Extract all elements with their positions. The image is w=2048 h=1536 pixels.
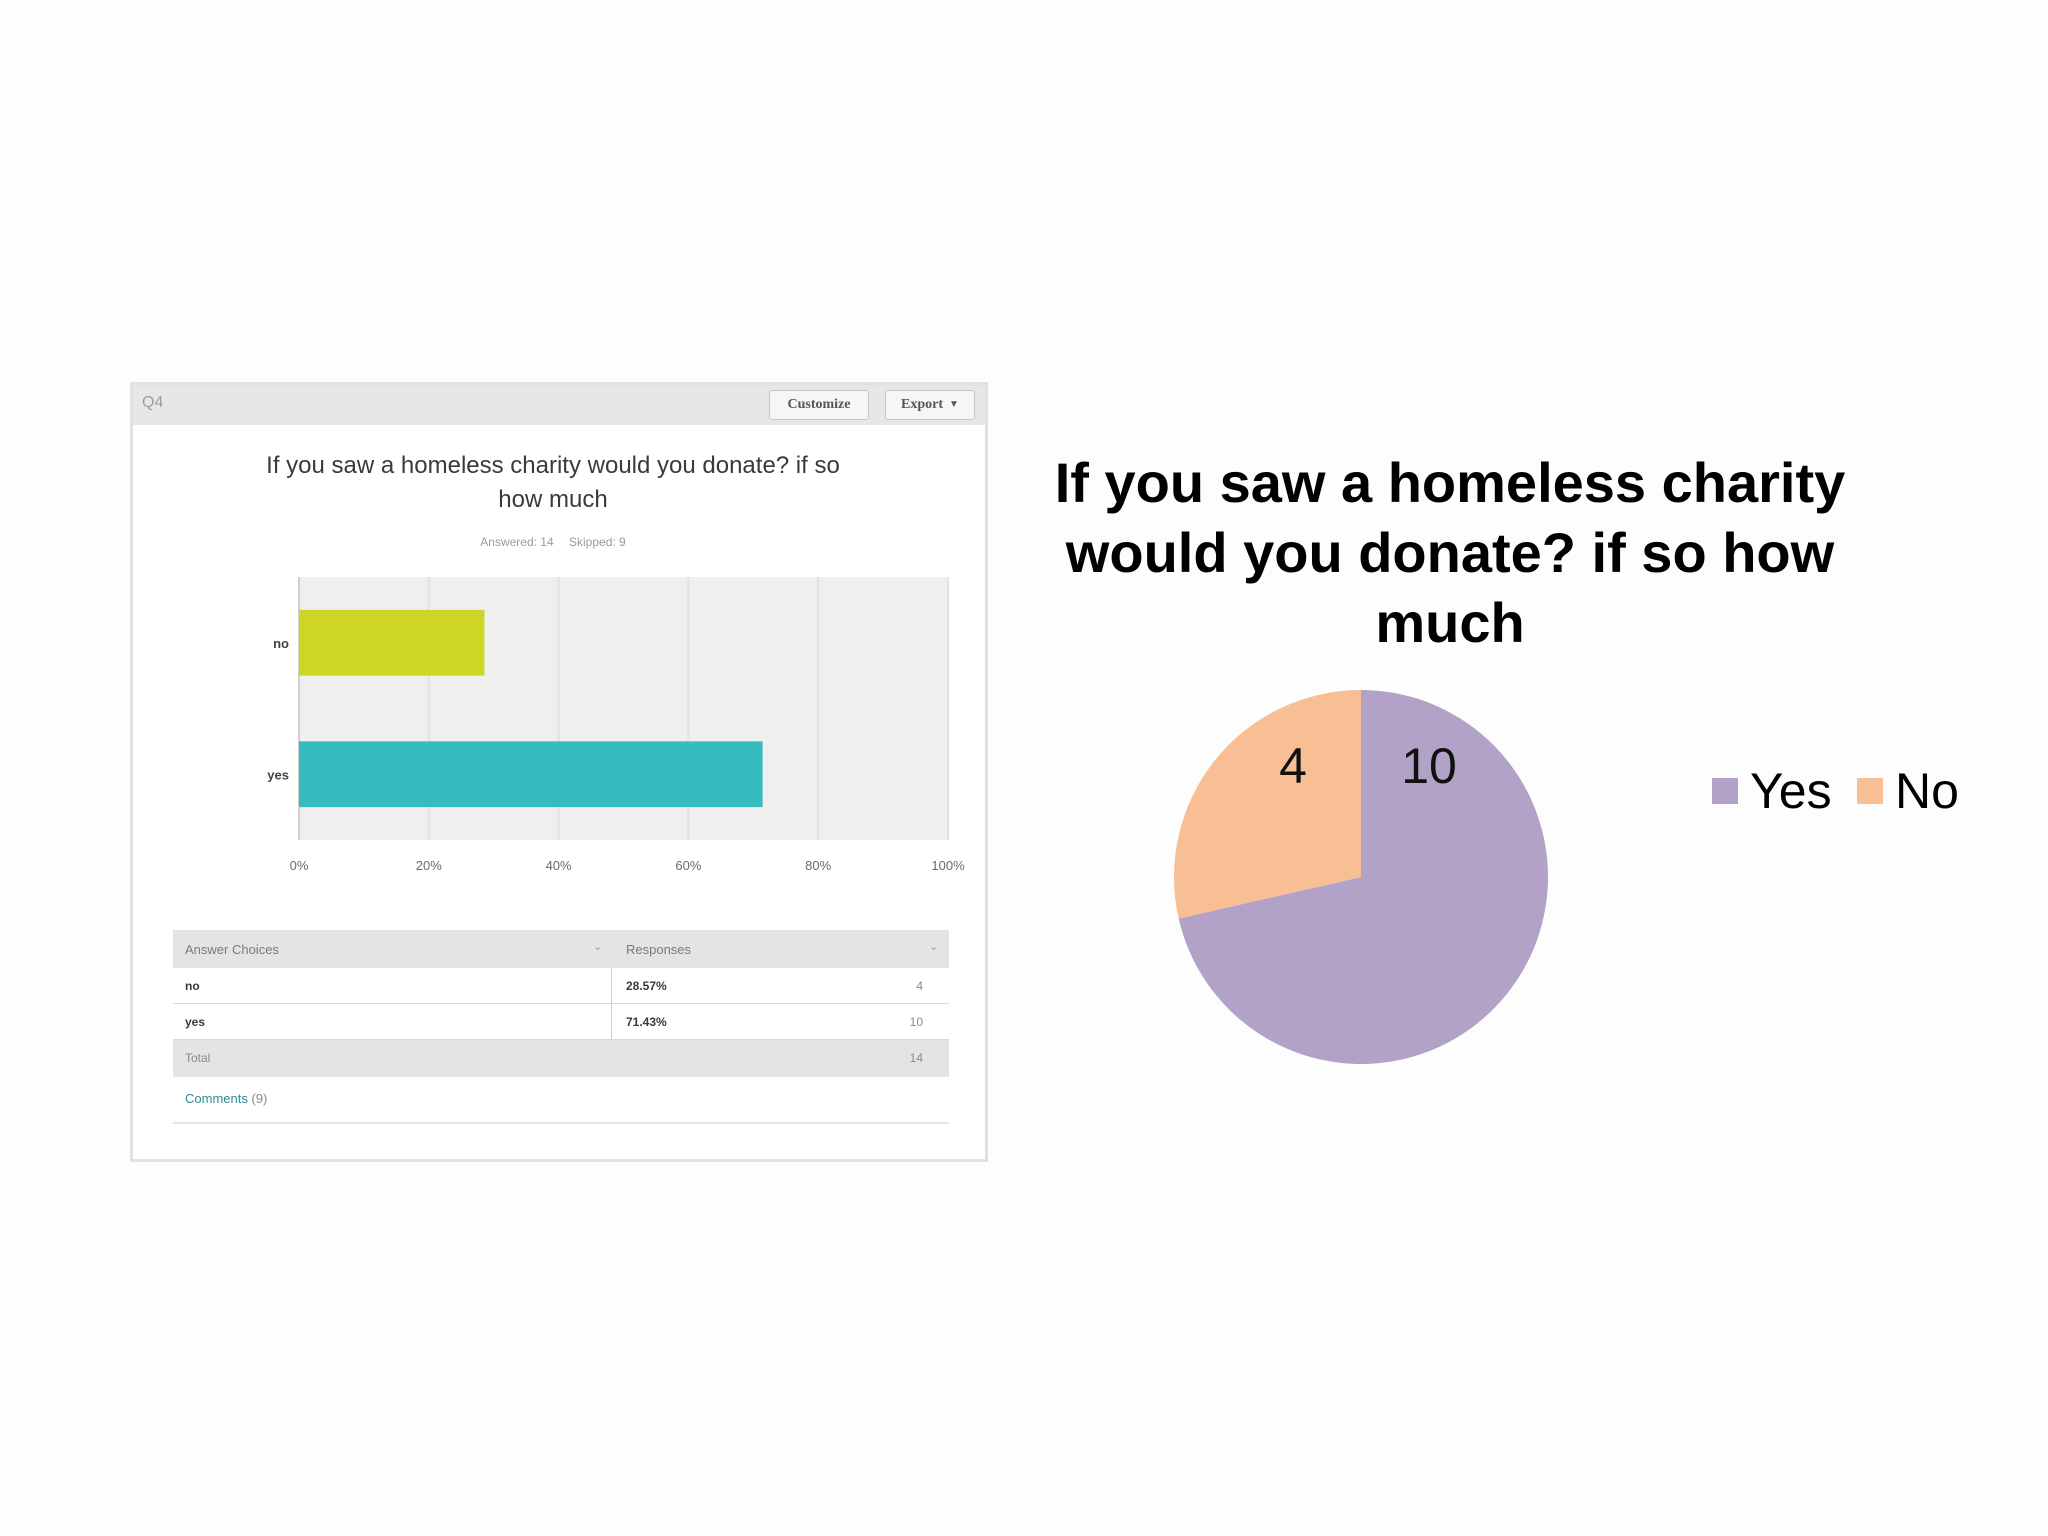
column-divider [611,1004,612,1039]
table-total-row: Total 14 [173,1040,949,1077]
y-category-label: no [273,636,289,651]
comments-link[interactable]: Comments (9) [185,1091,267,1106]
response-table: Answer Choices ⌄ Responses ⌄ no 28.57% 4… [173,930,949,1077]
bar-yes [299,741,763,808]
row-count: 10 [909,1015,923,1029]
table-row: yes 71.43% 10 [173,1004,949,1040]
response-summary: Answered: 14 Skipped: 9 [253,535,853,549]
x-tick-label: 80% [805,858,831,873]
question-title: If you saw a homeless charity would you … [266,452,840,513]
legend-label: Yes [1750,763,1832,819]
x-tick-label: 0% [290,858,309,873]
x-tick-label: 60% [675,858,701,873]
comments-count: (9) [251,1091,268,1106]
legend-item: Yes [1712,762,1832,820]
x-tick-label: 100% [931,858,965,873]
sort-chevron-icon[interactable]: ⌄ [593,941,603,953]
caret-down-icon: ▼ [949,399,959,410]
bar-no [299,609,485,676]
question-number: Q4 [142,394,164,411]
table-row: no 28.57% 4 [173,968,949,1004]
customize-label: Customize [787,397,851,412]
card-header: Q4 Customize Export ▼ [133,385,985,425]
pie-slice-no [1174,690,1361,919]
legend-swatch [1857,778,1883,804]
column-divider [611,968,612,1003]
x-tick-label: 40% [546,858,572,873]
pie-slice-yes [1178,690,1548,1064]
legend-label: No [1895,763,1959,819]
pie-chart-title: If you saw a homeless charity would you … [1054,451,1846,654]
x-tick-label: 20% [416,858,442,873]
survey-result-card: Q4 Customize Export ▼ If you saw a homele… [130,382,988,1162]
row-percent: 28.57% [626,979,667,993]
sort-chevron-icon[interactable]: ⌄ [929,941,939,953]
pie-data-label: 10 [1401,738,1457,794]
export-button[interactable]: Export ▼ [885,390,975,420]
bar-chart: 0% 20% 40% 60% 80% 100% no yes [267,577,965,873]
customize-button[interactable]: Customize [769,390,869,420]
row-choice: yes [185,1015,206,1029]
answered-count: Answered: 14 [480,535,554,549]
row-count: 4 [916,979,923,993]
table-header: Answer Choices ⌄ Responses ⌄ [173,930,949,968]
skipped-count: Skipped: 9 [569,535,626,549]
total-value: 14 [909,1051,923,1065]
total-label: Total [185,1051,211,1065]
legend-item: No [1857,762,1959,820]
pie-data-label: 4 [1279,738,1307,794]
row-percent: 71.43% [626,1015,667,1029]
row-choice: no [185,979,200,993]
y-category-label: yes [267,767,289,782]
pie-chart: 10 4 [1174,690,1548,1064]
divider [173,1122,949,1124]
legend-swatch [1712,778,1738,804]
export-label: Export [901,397,944,412]
comments-label: Comments [185,1091,248,1106]
header-responses: Responses [626,942,692,957]
header-answer-choices: Answer Choices [185,942,279,957]
